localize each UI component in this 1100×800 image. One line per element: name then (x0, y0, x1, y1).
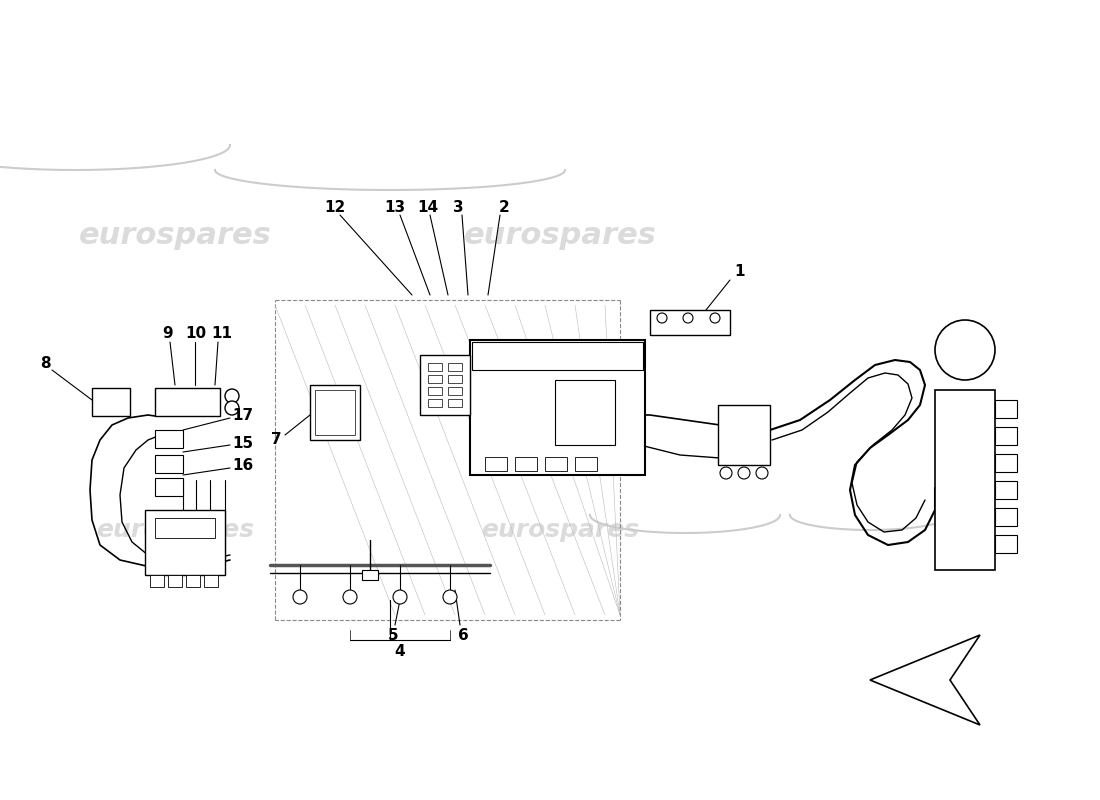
FancyBboxPatch shape (428, 363, 442, 371)
FancyBboxPatch shape (575, 457, 597, 471)
Circle shape (720, 467, 732, 479)
FancyBboxPatch shape (470, 340, 645, 475)
Text: 11: 11 (211, 326, 232, 341)
Circle shape (226, 389, 239, 403)
FancyBboxPatch shape (996, 400, 1018, 418)
FancyBboxPatch shape (996, 535, 1018, 553)
Text: eurospares: eurospares (78, 221, 272, 250)
Text: 16: 16 (232, 458, 254, 474)
Text: 12: 12 (324, 201, 345, 215)
Text: 4: 4 (395, 645, 405, 659)
Circle shape (756, 467, 768, 479)
Text: 17: 17 (232, 407, 254, 422)
FancyBboxPatch shape (145, 510, 226, 575)
Circle shape (738, 467, 750, 479)
Text: 7: 7 (271, 433, 282, 447)
FancyBboxPatch shape (310, 385, 360, 440)
Text: 3: 3 (453, 201, 463, 215)
FancyBboxPatch shape (718, 405, 770, 465)
FancyBboxPatch shape (448, 363, 462, 371)
Circle shape (393, 590, 407, 604)
FancyBboxPatch shape (428, 387, 442, 395)
Text: 14: 14 (417, 201, 439, 215)
FancyBboxPatch shape (155, 455, 183, 473)
FancyBboxPatch shape (996, 508, 1018, 526)
Circle shape (443, 590, 456, 604)
FancyBboxPatch shape (556, 380, 615, 445)
FancyBboxPatch shape (996, 427, 1018, 445)
Circle shape (657, 313, 667, 323)
FancyBboxPatch shape (168, 575, 182, 587)
FancyBboxPatch shape (544, 457, 566, 471)
Circle shape (710, 313, 720, 323)
Text: 8: 8 (40, 355, 51, 370)
Polygon shape (870, 635, 980, 725)
FancyBboxPatch shape (92, 388, 130, 416)
FancyBboxPatch shape (448, 387, 462, 395)
FancyBboxPatch shape (204, 575, 218, 587)
Circle shape (226, 401, 239, 415)
FancyBboxPatch shape (155, 430, 183, 448)
Text: eurospares: eurospares (96, 518, 254, 542)
Text: 10: 10 (186, 326, 207, 341)
Text: 13: 13 (384, 201, 406, 215)
Text: eurospares: eurospares (481, 518, 639, 542)
FancyBboxPatch shape (485, 457, 507, 471)
Circle shape (343, 590, 358, 604)
FancyBboxPatch shape (428, 375, 442, 383)
FancyBboxPatch shape (155, 518, 214, 538)
FancyBboxPatch shape (155, 478, 183, 496)
FancyBboxPatch shape (155, 388, 220, 416)
Text: 5: 5 (387, 627, 398, 642)
FancyBboxPatch shape (150, 575, 164, 587)
FancyBboxPatch shape (996, 454, 1018, 472)
FancyBboxPatch shape (515, 457, 537, 471)
FancyBboxPatch shape (448, 375, 462, 383)
Text: 15: 15 (232, 435, 254, 450)
FancyBboxPatch shape (935, 390, 996, 570)
Text: 1: 1 (735, 265, 746, 279)
Circle shape (683, 313, 693, 323)
FancyBboxPatch shape (472, 342, 644, 370)
Text: 6: 6 (458, 627, 469, 642)
Circle shape (293, 590, 307, 604)
FancyBboxPatch shape (448, 399, 462, 407)
Text: 2: 2 (498, 201, 509, 215)
Circle shape (935, 320, 996, 380)
FancyBboxPatch shape (362, 570, 378, 580)
FancyBboxPatch shape (650, 310, 730, 335)
FancyBboxPatch shape (428, 399, 442, 407)
FancyBboxPatch shape (996, 481, 1018, 499)
Text: 9: 9 (163, 326, 174, 341)
FancyBboxPatch shape (315, 390, 355, 435)
FancyBboxPatch shape (420, 355, 470, 415)
FancyBboxPatch shape (186, 575, 200, 587)
Text: eurospares: eurospares (463, 221, 657, 250)
